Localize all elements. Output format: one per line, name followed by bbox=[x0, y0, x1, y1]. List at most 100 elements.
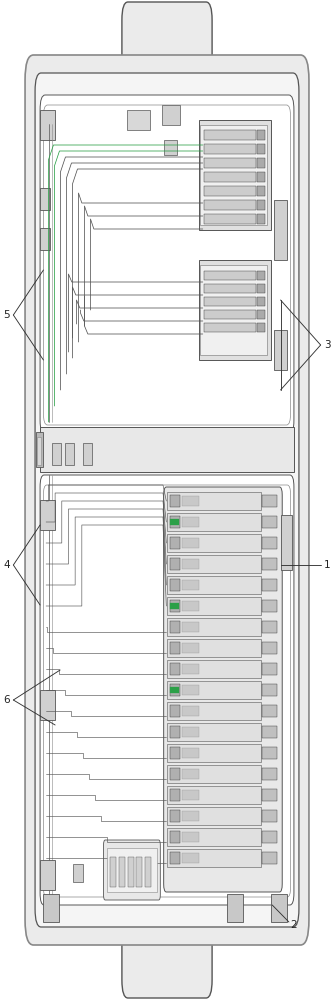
Bar bbox=[262, 810, 277, 822]
Bar bbox=[262, 852, 277, 864]
Bar bbox=[167, 555, 261, 573]
Bar bbox=[182, 811, 199, 821]
Bar bbox=[182, 769, 199, 779]
Bar bbox=[40, 228, 50, 250]
Bar bbox=[145, 857, 151, 887]
Bar bbox=[262, 663, 277, 675]
Bar bbox=[257, 186, 265, 196]
Bar bbox=[36, 432, 43, 467]
Bar bbox=[170, 726, 180, 738]
Bar bbox=[262, 495, 277, 507]
Bar bbox=[262, 831, 277, 843]
Bar bbox=[40, 690, 55, 720]
Bar bbox=[170, 495, 180, 507]
Bar bbox=[167, 744, 261, 762]
Bar bbox=[43, 894, 59, 922]
Bar bbox=[204, 158, 256, 168]
Bar bbox=[182, 496, 199, 506]
Bar bbox=[281, 515, 292, 570]
Bar bbox=[170, 579, 180, 591]
Bar bbox=[262, 600, 277, 612]
Bar bbox=[107, 848, 157, 892]
Bar bbox=[257, 130, 265, 140]
Bar bbox=[262, 516, 277, 528]
Bar bbox=[182, 559, 199, 569]
Bar bbox=[204, 323, 256, 332]
Bar bbox=[40, 188, 50, 210]
Bar bbox=[167, 639, 261, 657]
Bar bbox=[182, 727, 199, 737]
Text: 3: 3 bbox=[324, 340, 331, 350]
Bar bbox=[257, 323, 265, 332]
Bar bbox=[170, 663, 180, 675]
FancyBboxPatch shape bbox=[40, 475, 294, 905]
Bar bbox=[262, 558, 277, 570]
Bar bbox=[167, 702, 261, 720]
Bar bbox=[271, 894, 287, 922]
Bar bbox=[182, 517, 199, 527]
Bar bbox=[170, 621, 180, 633]
Bar bbox=[170, 516, 180, 528]
Bar bbox=[164, 140, 177, 155]
Bar bbox=[262, 768, 277, 780]
Bar bbox=[40, 110, 55, 140]
Bar bbox=[40, 860, 55, 890]
Bar bbox=[204, 130, 256, 140]
Bar bbox=[262, 621, 277, 633]
Bar bbox=[199, 260, 271, 360]
Bar bbox=[170, 519, 179, 525]
Bar bbox=[170, 558, 180, 570]
Bar bbox=[52, 443, 61, 465]
Bar bbox=[262, 789, 277, 801]
Bar bbox=[227, 894, 243, 922]
Bar bbox=[204, 297, 256, 306]
Text: 1: 1 bbox=[324, 560, 331, 570]
Bar bbox=[167, 618, 261, 636]
Bar bbox=[65, 443, 74, 465]
Text: 2: 2 bbox=[291, 920, 297, 930]
Bar bbox=[200, 265, 267, 355]
Bar bbox=[199, 120, 271, 230]
Bar bbox=[257, 158, 265, 168]
Bar bbox=[40, 427, 294, 472]
Bar bbox=[204, 172, 256, 182]
FancyBboxPatch shape bbox=[25, 55, 309, 945]
Bar bbox=[204, 284, 256, 293]
Bar bbox=[204, 214, 256, 224]
Bar bbox=[119, 857, 125, 887]
Bar bbox=[167, 576, 261, 594]
Bar bbox=[182, 853, 199, 863]
Bar bbox=[200, 125, 267, 225]
FancyBboxPatch shape bbox=[35, 73, 299, 927]
Bar bbox=[274, 200, 287, 260]
Bar bbox=[170, 687, 179, 693]
Bar bbox=[204, 310, 256, 319]
FancyBboxPatch shape bbox=[122, 2, 212, 90]
Bar bbox=[274, 330, 287, 370]
Bar bbox=[182, 748, 199, 758]
Bar bbox=[257, 271, 265, 280]
Bar bbox=[182, 706, 199, 716]
Bar bbox=[170, 789, 180, 801]
Bar bbox=[257, 144, 265, 154]
Bar bbox=[170, 831, 180, 843]
Bar bbox=[40, 500, 55, 530]
Bar bbox=[167, 492, 261, 510]
Bar bbox=[170, 810, 180, 822]
Bar bbox=[167, 765, 261, 783]
Bar bbox=[262, 684, 277, 696]
Bar bbox=[170, 852, 180, 864]
Bar bbox=[257, 214, 265, 224]
Bar bbox=[262, 537, 277, 549]
Bar bbox=[182, 643, 199, 653]
Bar bbox=[182, 685, 199, 695]
Bar bbox=[170, 684, 180, 696]
Bar bbox=[170, 747, 180, 759]
Bar bbox=[110, 857, 116, 887]
Bar bbox=[182, 622, 199, 632]
Bar bbox=[182, 832, 199, 842]
Bar bbox=[167, 681, 261, 699]
Bar bbox=[182, 580, 199, 590]
Bar bbox=[167, 660, 261, 678]
Bar bbox=[83, 443, 92, 465]
